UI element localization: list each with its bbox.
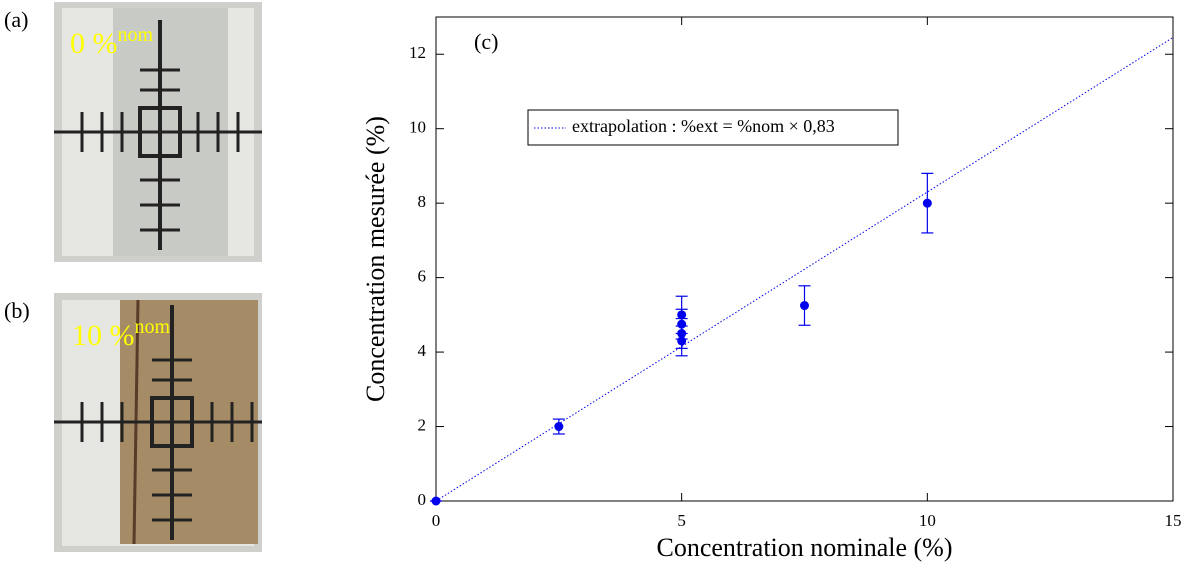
photo-b: [54, 293, 262, 552]
point: [800, 301, 809, 311]
legend-box: [527, 109, 899, 146]
x-tick-label: 0: [432, 511, 441, 530]
x-tick-label: 5: [677, 511, 686, 530]
panel-label: (b): [4, 298, 30, 323]
plot-frame: [435, 16, 1174, 502]
y-tick-label: 0: [418, 490, 427, 509]
photo-label: 0 %nom: [70, 24, 154, 60]
x-axis-label: Concentration nominale (%): [656, 533, 952, 562]
y-tick-label: 6: [418, 267, 427, 286]
photo-label-text: 0 %: [70, 27, 118, 60]
fit-line: [435, 37, 1174, 502]
y-axis-label: Concentration mesurée (%): [361, 116, 390, 402]
photo-label-sup: nom: [135, 316, 171, 338]
x-tick-label: 10: [919, 511, 936, 530]
y-tick-label: 2: [418, 415, 427, 434]
y-tick-label: 12: [409, 43, 426, 62]
x-tick-label: 15: [1165, 511, 1182, 530]
photo-label-text: 10 %: [72, 319, 135, 352]
panel-label: (a): [4, 7, 28, 32]
plot: 0 5 10 15 0 2 4 6 8 10 12 Concentration nominale (%…: [361, 16, 1182, 562]
y-tick-label: 8: [418, 192, 427, 211]
annotation: (c): [474, 29, 498, 54]
legend-label: extrapolation : %ext = %nom × 0,83: [572, 116, 835, 136]
point: [922, 198, 932, 208]
y-tick-label: 10: [409, 118, 426, 137]
point: [677, 310, 687, 320]
photo-label: 10 %nom: [72, 316, 171, 352]
photo-label-sup: nom: [118, 24, 154, 46]
photo-a: [54, 2, 262, 262]
point: [554, 422, 564, 432]
y-tick-label: 4: [418, 341, 427, 360]
